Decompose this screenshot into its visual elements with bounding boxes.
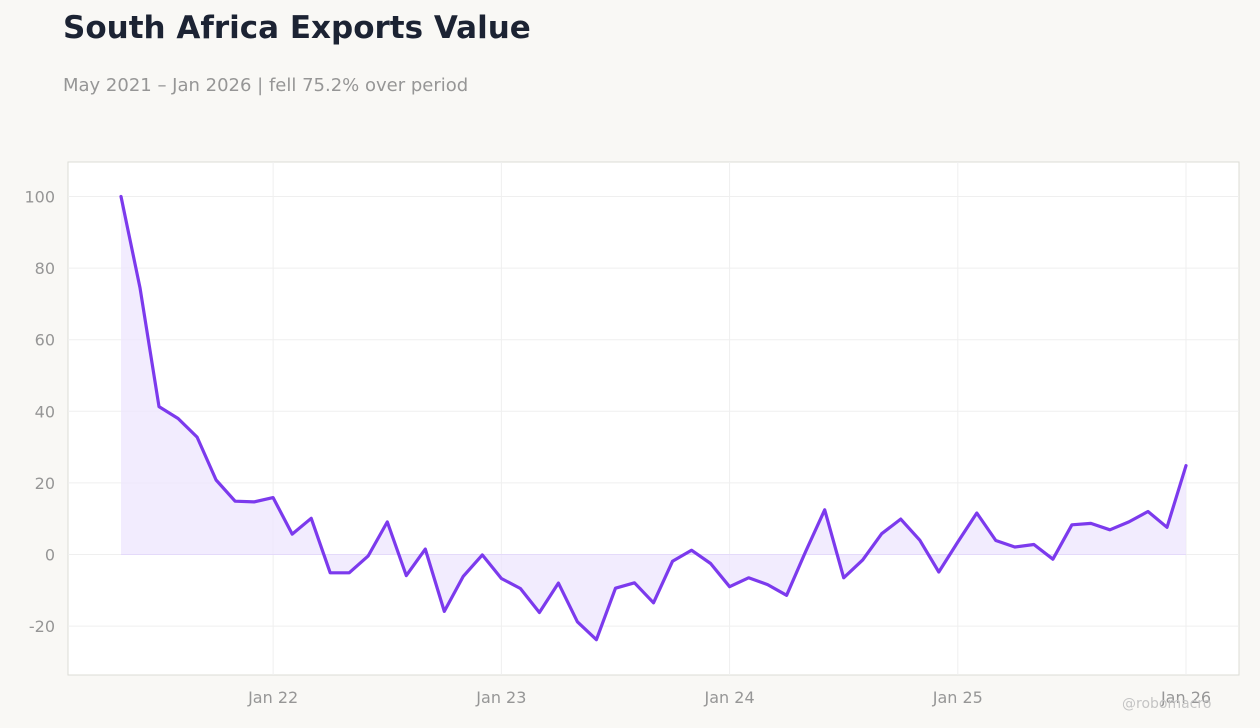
series-line [119, 194, 1188, 642]
x-axis-ticks: Jan 22 Jan 23 Jan 24 Jan 25 Jan 26 [247, 688, 1211, 707]
y-tick-label: 0 [45, 546, 55, 565]
x-tick-label: Jan 23 [475, 688, 526, 707]
watermark: @robomacro [1122, 696, 1212, 712]
area-fill [121, 196, 1186, 640]
x-tick-label: Jan 24 [704, 688, 755, 707]
y-tick-label: -20 [29, 617, 55, 636]
y-tick-label: 80 [35, 259, 55, 278]
y-tick-label: 100 [24, 188, 55, 207]
chart-title: South Africa Exports Value [63, 10, 531, 46]
y-tick-label: 20 [35, 474, 55, 493]
chart-subtitle: May 2021 – Jan 2026 | fell 75.2% over pe… [63, 75, 469, 96]
x-tick-label: Jan 26 [1160, 688, 1211, 707]
y-tick-label: 40 [35, 402, 55, 421]
y-axis-ticks: -20 0 20 40 60 80 100 [24, 188, 55, 637]
y-tick-label: 60 [35, 331, 55, 350]
x-tick-label: Jan 25 [932, 688, 983, 707]
x-tick-label: Jan 22 [247, 688, 298, 707]
